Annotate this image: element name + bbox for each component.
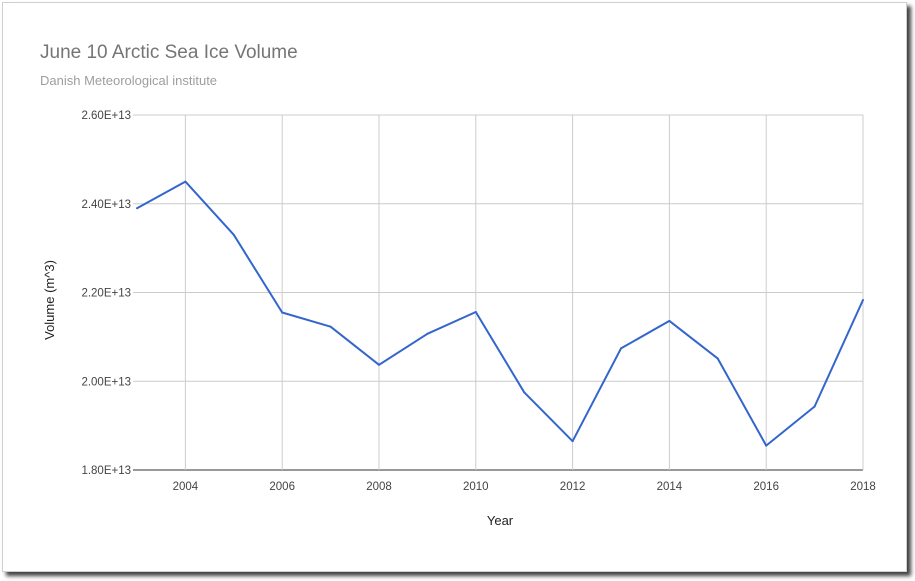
- y-axis-title: Volume (m^3): [42, 260, 57, 340]
- x-axis-title: Year: [487, 513, 514, 528]
- x-tick-label: 2018: [850, 481, 876, 493]
- data-point[interactable]: [184, 180, 187, 183]
- x-tick-label: 2006: [269, 481, 295, 493]
- data-point[interactable]: [765, 444, 768, 447]
- y-tick-label: 1.80E+13: [81, 465, 131, 477]
- x-tick-label: 2010: [463, 481, 489, 493]
- chart-subtitle: Danish Meteorological institute: [40, 73, 218, 88]
- x-tick-label: 2008: [366, 481, 392, 493]
- data-point[interactable]: [668, 319, 671, 322]
- data-point[interactable]: [232, 233, 235, 236]
- y-axis-ticks: 1.80E+13 2.00E+13 2.20E+13 2.40E+13 2.60E+13: [81, 110, 131, 477]
- gridlines: [133, 114, 864, 471]
- series-group: [136, 180, 864, 447]
- data-point[interactable]: [281, 311, 284, 314]
- series-line: [136, 180, 864, 447]
- chart-title: June 10 Arctic Sea Ice Volume: [40, 42, 298, 63]
- chart-card: [2, 2, 907, 572]
- y-tick-label: 2.20E+13: [81, 288, 131, 300]
- y-tick-label: 2.60E+13: [81, 110, 131, 122]
- y-tick-label: 2.00E+13: [81, 376, 131, 388]
- data-point[interactable]: [426, 332, 429, 335]
- data-point[interactable]: [329, 325, 332, 328]
- x-tick-label: 2004: [173, 481, 199, 493]
- data-point[interactable]: [571, 440, 574, 443]
- data-point[interactable]: [378, 363, 380, 366]
- data-point[interactable]: [716, 357, 719, 360]
- x-axis-ticks: 2004 2006 2008 2010 2012 2014 2016 2018: [173, 481, 876, 493]
- data-point[interactable]: [862, 299, 864, 302]
- data-point[interactable]: [136, 207, 138, 210]
- data-point[interactable]: [523, 391, 526, 394]
- y-tick-label: 2.40E+13: [81, 199, 131, 211]
- x-tick-label: 2012: [560, 481, 586, 493]
- data-point[interactable]: [620, 347, 622, 350]
- x-tick-label: 2014: [657, 481, 683, 493]
- data-point[interactable]: [813, 405, 816, 408]
- data-point[interactable]: [474, 311, 477, 314]
- x-tick-label: 2016: [753, 481, 779, 493]
